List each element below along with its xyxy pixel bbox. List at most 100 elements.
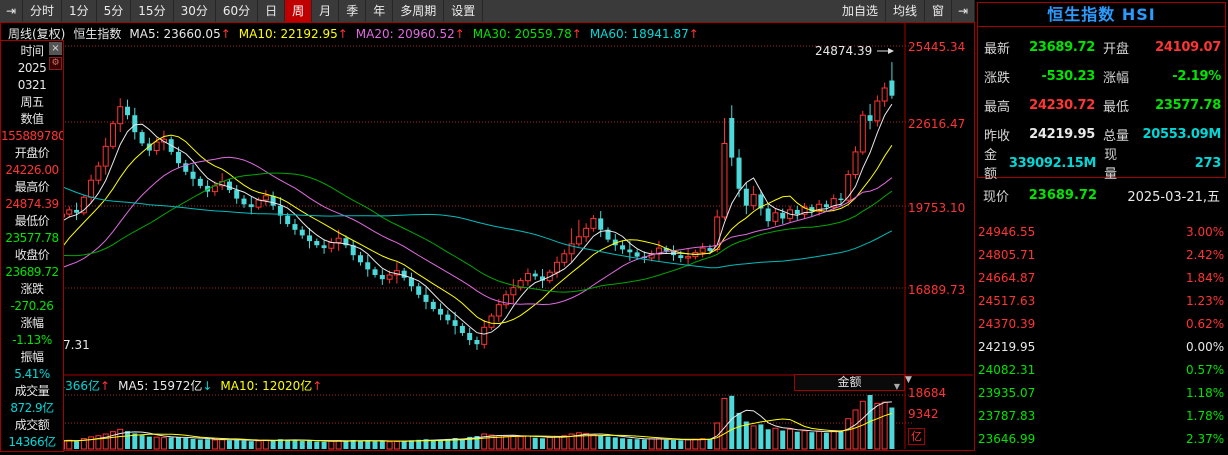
quote-label: 最高	[984, 99, 1011, 115]
quote-value: -2.19%	[1172, 68, 1221, 84]
header-part: ↑	[688, 27, 699, 41]
intraday-price-label: 23935.07	[978, 386, 1036, 400]
period-button-1分[interactable]: 1分	[62, 0, 97, 22]
intraday-price-label: 24664.87	[978, 271, 1036, 285]
intraday-price-label: 24082.31	[978, 363, 1036, 377]
close-icon[interactable]: ×	[49, 42, 62, 55]
quote-value: 24219.95	[1029, 126, 1095, 142]
chevron-down-icon: ▼	[893, 382, 900, 391]
quote-value: 24230.72	[1029, 97, 1095, 113]
quote-value: 23577.78	[1155, 97, 1221, 113]
toolbar-button-均线[interactable]: 均线	[886, 0, 925, 22]
header-part: ↑	[571, 27, 582, 41]
toolbar: ⇥ 分时 1分 5分 15分 30分 60分日周月季年多周期 设置 加自选 均线窗 ⇥	[0, 0, 975, 22]
header-part: ↑	[337, 27, 348, 41]
quote-row: 最高 24230.72 最低 23577.78	[984, 95, 1221, 115]
header-part: MA30: 20559.78	[472, 27, 572, 41]
quote-label: 现量	[1104, 148, 1118, 182]
header-part: 恒生指数	[73, 27, 122, 41]
volume-mode-dropdown[interactable]: 金额 ▼	[794, 374, 905, 391]
quote-panel: 恒生指数 HSI 最新 23689.72 开盘 24109.07 涨跌 -530.23 涨幅…	[975, 0, 1228, 455]
toolbar-right-buttons: 加自选 均线窗	[835, 0, 952, 22]
readout-line: 涨跌	[20, 282, 44, 296]
readout-line: 23689.72	[5, 265, 59, 279]
intraday-percent-label: 1.18%	[1186, 386, 1225, 400]
symbol-title: 恒生指数 HSI	[978, 4, 1225, 27]
dropdown-label: 金额	[837, 375, 862, 389]
quote-label: 最低	[1102, 99, 1129, 115]
high-annotation: 24874.39	[815, 44, 873, 58]
header-part: MA10: 12020亿	[220, 379, 313, 393]
period-buttons: 分时 1分 5分 15分 30分 60分日周月季年多周期 设置	[23, 0, 484, 22]
intraday-percent-label: 0.62%	[1186, 317, 1225, 331]
readout-line: 23577.78	[5, 231, 59, 245]
intraday-price-label: 24219.95	[978, 340, 1036, 354]
header-part: ↓	[202, 379, 213, 393]
header-part: ↑	[100, 379, 111, 393]
volume-axis-label: 9342	[908, 407, 939, 421]
quote-value: 339092.15M	[1008, 155, 1097, 171]
readout-line: 24226.00	[5, 163, 59, 177]
collapse-left-icon[interactable]: ⇥	[0, 0, 23, 22]
collapse-right-icon[interactable]: ⇥	[952, 0, 975, 22]
gear-icon[interactable]: ⚙	[49, 57, 62, 70]
header-part: MA60: 18941.87	[589, 27, 689, 41]
quote-label: 涨幅	[1102, 70, 1129, 86]
quote-date: 2025-03-21,五	[1127, 190, 1220, 205]
header-part: ↑	[454, 27, 465, 41]
period-button-日[interactable]: 日	[258, 0, 286, 22]
toolbar-button-窗[interactable]: 窗	[925, 0, 952, 22]
header-part: MA5: 15972亿	[118, 379, 203, 393]
volume-axis-label: 18684	[908, 386, 947, 400]
intraday-percent-label: 1.23%	[1186, 294, 1225, 308]
intraday-percent-label: 1.78%	[1186, 409, 1225, 423]
price-axis-label: 25445.34	[908, 40, 966, 54]
readout-line: 涨幅	[20, 316, 44, 330]
header-part: MA20: 20960.52	[355, 27, 455, 41]
period-button-30分[interactable]: 30分	[174, 0, 216, 22]
intraday-price-label: 23787.83	[978, 409, 1036, 423]
period-button-5分[interactable]: 5分	[97, 0, 132, 22]
readout-line: 成交额	[14, 418, 50, 432]
ma-header: 周线(复权) 恒生指数 MA5: 23660.05↑ MA10: 22192.95↑ M…	[8, 25, 707, 42]
readout-line: 成交量	[14, 384, 50, 398]
period-button-月[interactable]: 月	[312, 0, 340, 22]
quote-value: 273	[1194, 155, 1222, 171]
quote-label: 涨跌	[984, 70, 1011, 86]
header-part: ↑	[220, 27, 231, 41]
period-button-60分[interactable]: 60分	[216, 0, 259, 22]
volume-unit-label: 亿	[908, 428, 925, 445]
period-button-分时[interactable]: 分时	[23, 0, 63, 22]
current-price-row: 现价 23689.72 2025-03-21,五	[983, 186, 1220, 205]
period-button-多周期[interactable]: 多周期	[393, 0, 445, 22]
period-button-15分[interactable]: 15分	[131, 0, 174, 22]
period-button-周[interactable]: 周	[285, 0, 313, 22]
readout-line: 最低价	[14, 214, 50, 228]
intraday-percent-label: 0.57%	[1186, 363, 1225, 377]
header-part: MA5: 23660.05	[129, 27, 221, 41]
intraday-price-label: 24946.55	[978, 225, 1036, 239]
quote-label: 昨收	[984, 128, 1011, 144]
readout-line: 收盘价	[14, 248, 50, 262]
readout-lines: 时间 2025 0321 周五 数值 155889780 开盘价 24226.00 最高价 248…	[1, 41, 63, 451]
intraday-percent-label: 2.42%	[1186, 248, 1225, 262]
readout-line: -270.26	[10, 299, 54, 313]
period-button-季[interactable]: 季	[339, 0, 367, 22]
readout-line: 2025	[17, 61, 47, 75]
current-price-value: 23689.72	[1028, 188, 1098, 203]
period-button-年[interactable]: 年	[366, 0, 394, 22]
readout-line: 最高价	[14, 180, 50, 194]
readout-line: 周五	[20, 95, 44, 109]
quote-label: 总量	[1102, 128, 1129, 144]
pane-collapse-icon[interactable]: ▼	[905, 375, 912, 385]
quote-box: 恒生指数 HSI 最新 23689.72 开盘 24109.07 涨跌 -530.23 涨幅…	[977, 2, 1226, 182]
partial-price-label: 7.31	[63, 338, 90, 352]
period-button-设置[interactable]: 设置	[444, 0, 484, 22]
readout-line: 时间	[20, 44, 44, 58]
readout-line: 24874.39	[5, 197, 59, 211]
quote-row: 金额 339092.15M 现量 273	[984, 148, 1222, 182]
readout-line: 数值	[20, 112, 44, 126]
toolbar-button-加自选[interactable]: 加自选	[835, 0, 886, 22]
header-part: MA10: 22192.95	[238, 27, 338, 41]
quote-row: 昨收 24219.95 总量 20553.09M	[984, 124, 1221, 144]
